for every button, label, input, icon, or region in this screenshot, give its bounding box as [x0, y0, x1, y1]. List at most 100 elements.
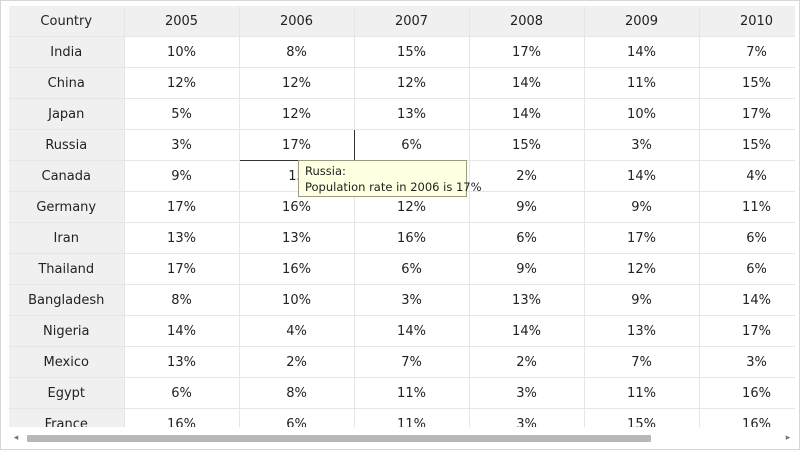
table-cell[interactable]: 10%: [583, 98, 700, 130]
table-cell[interactable]: 14%: [468, 315, 585, 347]
table-cell[interactable]: 12%: [238, 98, 355, 130]
table-cell[interactable]: 6%: [698, 253, 795, 285]
table-cell[interactable]: 6%: [468, 222, 585, 254]
table-cell[interactable]: 17%: [123, 191, 240, 223]
table-cell[interactable]: 12%: [123, 67, 240, 99]
table-cell[interactable]: 9%: [468, 191, 585, 223]
table-cell[interactable]: 4%: [238, 315, 355, 347]
table-cell[interactable]: 11%: [698, 191, 795, 223]
table-cell[interactable]: 17%: [583, 222, 700, 254]
table-cell[interactable]: 6%: [238, 408, 355, 427]
table-cell[interactable]: 12%: [583, 253, 700, 285]
table-cell[interactable]: 11%: [583, 67, 700, 99]
table-cell[interactable]: 14%: [583, 160, 700, 192]
table-cell[interactable]: 13%: [583, 315, 700, 347]
column-header-year[interactable]: 2005: [123, 6, 240, 37]
table-cell[interactable]: 13%: [238, 222, 355, 254]
table-cell[interactable]: 11%: [583, 377, 700, 409]
column-header-year[interactable]: 2009: [583, 6, 700, 37]
table-cell[interactable]: 16%: [238, 253, 355, 285]
table-cell[interactable]: 9%: [468, 253, 585, 285]
table-cell[interactable]: 16%: [353, 222, 470, 254]
table-cell[interactable]: 7%: [583, 346, 700, 378]
row-header-country[interactable]: Canada: [9, 160, 125, 192]
table-cell[interactable]: 11%: [353, 408, 470, 427]
table-cell[interactable]: 6%: [353, 253, 470, 285]
table-cell[interactable]: 15%: [698, 67, 795, 99]
table-cell[interactable]: 11%: [353, 377, 470, 409]
scroll-left-icon[interactable]: ◂: [13, 433, 19, 443]
row-header-country[interactable]: India: [9, 36, 125, 68]
table-cell[interactable]: 13%: [353, 98, 470, 130]
table-cell[interactable]: 6%: [123, 377, 240, 409]
selected-cell[interactable]: 17%: [238, 129, 355, 161]
horizontal-scrollbar[interactable]: ◂ ▸: [9, 429, 795, 447]
table-cell[interactable]: 3%: [698, 346, 795, 378]
scrollbar-thumb[interactable]: [27, 435, 651, 442]
table-cell[interactable]: 9%: [583, 191, 700, 223]
row-header-country[interactable]: Egypt: [9, 377, 125, 409]
table-cell[interactable]: 14%: [468, 67, 585, 99]
table-cell[interactable]: 7%: [353, 346, 470, 378]
column-header-year[interactable]: 2010: [698, 6, 795, 37]
row-header-country[interactable]: Japan: [9, 98, 125, 130]
table-cell[interactable]: 2%: [238, 346, 355, 378]
row-header-country[interactable]: Germany: [9, 191, 125, 223]
cell-tooltip: Russia: Population rate in 2006 is 17%: [298, 160, 482, 197]
row-header-country[interactable]: Mexico: [9, 346, 125, 378]
table-cell[interactable]: 10%: [238, 284, 355, 316]
table-cell[interactable]: 6%: [353, 129, 470, 161]
table-cell[interactable]: 16%: [698, 408, 795, 427]
table-cell[interactable]: 6%: [698, 222, 795, 254]
row-header-country[interactable]: Russia: [9, 129, 125, 161]
column-header-year[interactable]: 2008: [468, 6, 585, 37]
table-cell[interactable]: 12%: [238, 67, 355, 99]
table-cell[interactable]: 15%: [468, 129, 585, 161]
row-header-country[interactable]: Bangladesh: [9, 284, 125, 316]
table-row: Iran 13% 13% 16% 6% 17% 6%: [9, 222, 795, 254]
table-cell[interactable]: 14%: [698, 284, 795, 316]
table-cell[interactable]: 17%: [698, 315, 795, 347]
scroll-right-icon[interactable]: ▸: [785, 433, 791, 443]
table-cell[interactable]: 15%: [698, 129, 795, 161]
table-cell[interactable]: 8%: [123, 284, 240, 316]
table-cell[interactable]: 7%: [698, 36, 795, 68]
table-cell[interactable]: 9%: [123, 160, 240, 192]
table-cell[interactable]: 9%: [583, 284, 700, 316]
table-cell[interactable]: 15%: [583, 408, 700, 427]
table-cell[interactable]: 14%: [123, 315, 240, 347]
table-cell[interactable]: 14%: [468, 98, 585, 130]
table-cell[interactable]: 17%: [468, 36, 585, 68]
table-cell[interactable]: 3%: [353, 284, 470, 316]
row-header-country[interactable]: Iran: [9, 222, 125, 254]
table-cell[interactable]: 4%: [698, 160, 795, 192]
table-cell[interactable]: 13%: [123, 222, 240, 254]
row-header-country[interactable]: China: [9, 67, 125, 99]
table-cell[interactable]: 16%: [123, 408, 240, 427]
table-cell[interactable]: 5%: [123, 98, 240, 130]
table-cell[interactable]: 12%: [353, 67, 470, 99]
table-cell[interactable]: 3%: [468, 408, 585, 427]
table-cell[interactable]: 3%: [123, 129, 240, 161]
column-header-country[interactable]: Country: [9, 6, 125, 37]
table-cell[interactable]: 15%: [353, 36, 470, 68]
table-cell[interactable]: 16%: [698, 377, 795, 409]
table-cell[interactable]: 17%: [123, 253, 240, 285]
row-header-country[interactable]: Nigeria: [9, 315, 125, 347]
column-header-year[interactable]: 2006: [238, 6, 355, 37]
table-cell[interactable]: 8%: [238, 36, 355, 68]
row-header-country[interactable]: France: [9, 408, 125, 427]
column-header-year[interactable]: 2007: [353, 6, 470, 37]
table-cell[interactable]: 3%: [583, 129, 700, 161]
table-cell[interactable]: 13%: [123, 346, 240, 378]
table-cell[interactable]: 14%: [583, 36, 700, 68]
table-cell[interactable]: 17%: [698, 98, 795, 130]
table-cell[interactable]: 14%: [353, 315, 470, 347]
table-cell[interactable]: 2%: [468, 160, 585, 192]
table-cell[interactable]: 13%: [468, 284, 585, 316]
row-header-country[interactable]: Thailand: [9, 253, 125, 285]
table-cell[interactable]: 8%: [238, 377, 355, 409]
table-cell[interactable]: 2%: [468, 346, 585, 378]
table-cell[interactable]: 10%: [123, 36, 240, 68]
table-cell[interactable]: 3%: [468, 377, 585, 409]
